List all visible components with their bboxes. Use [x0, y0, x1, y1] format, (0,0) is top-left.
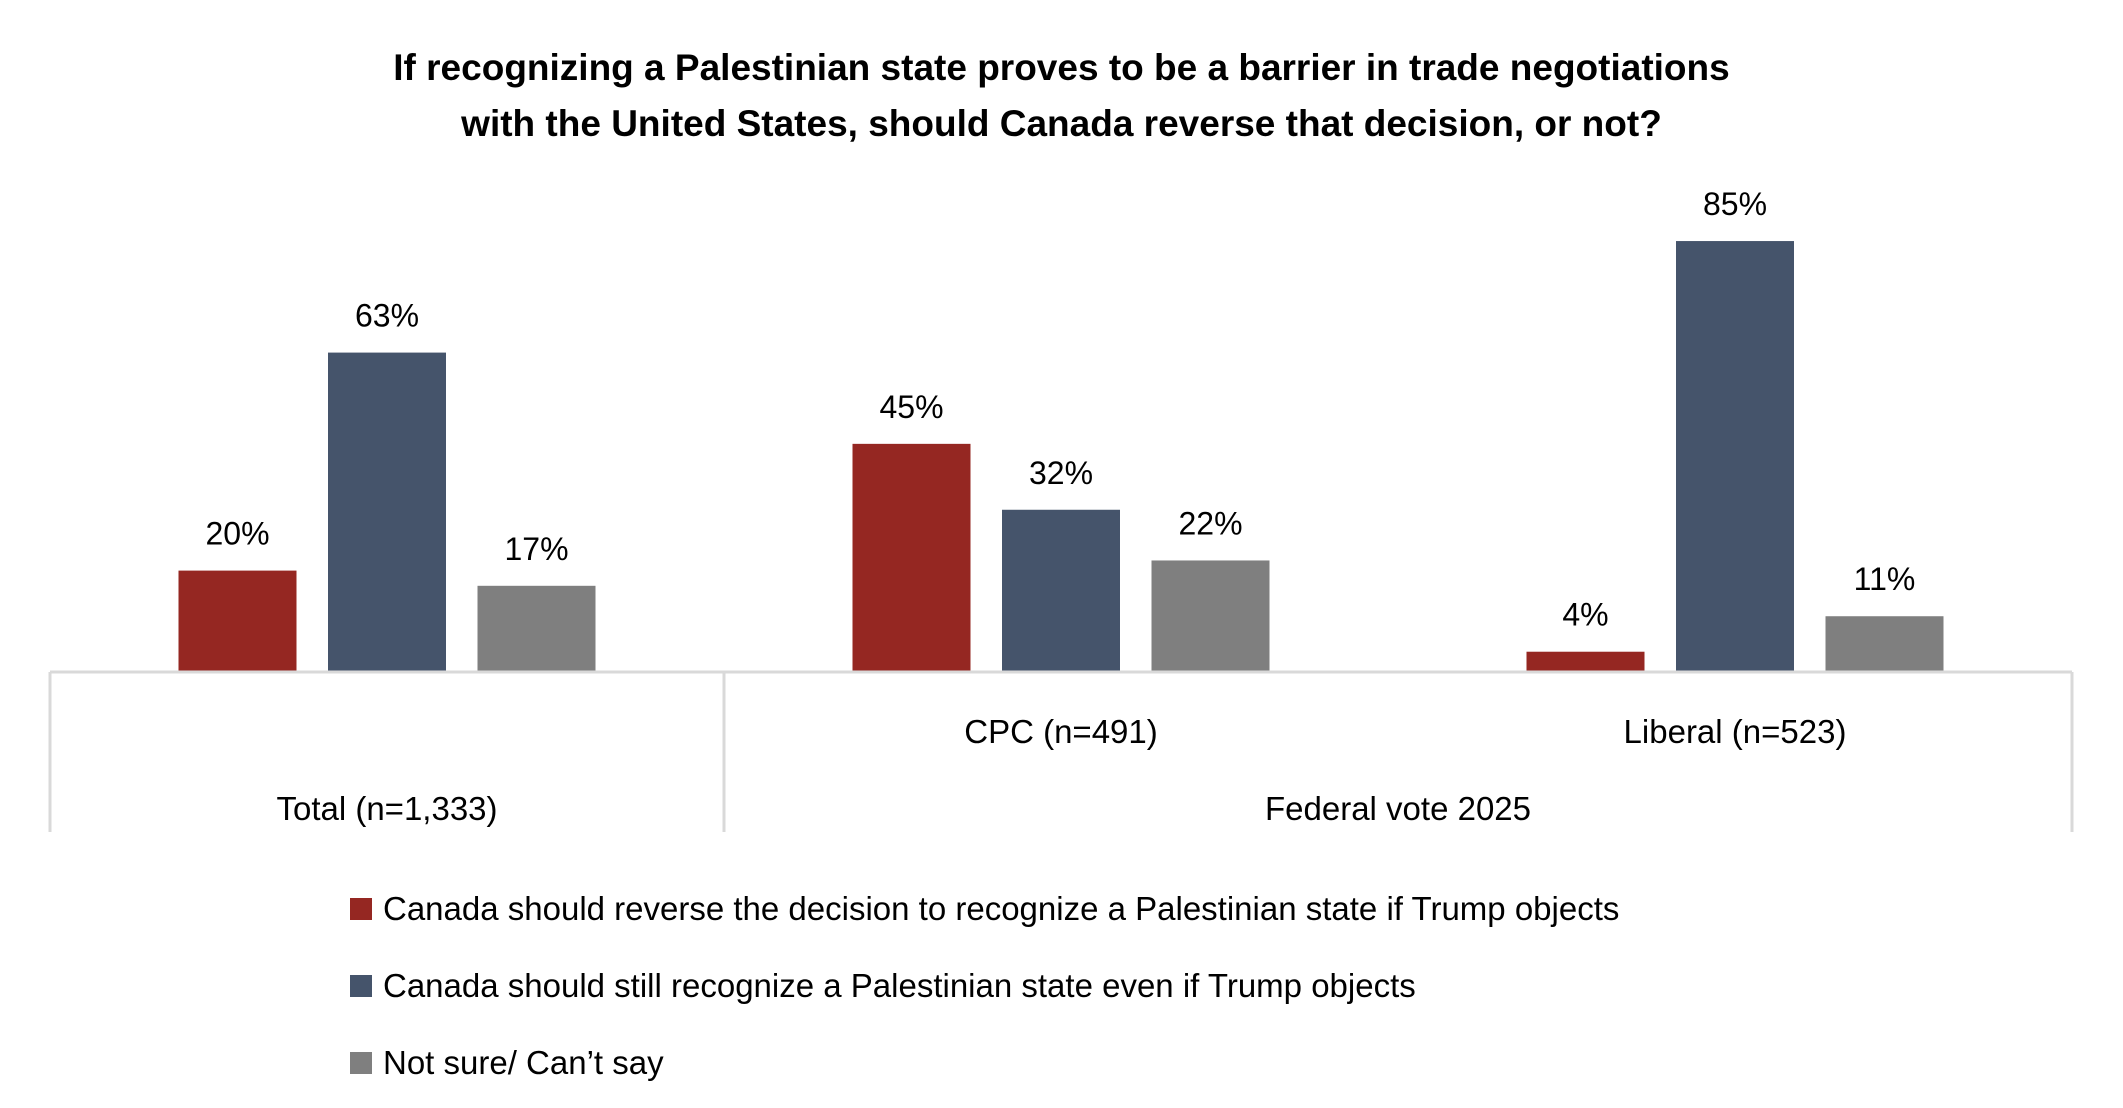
bar-liberal-not-sure — [1825, 616, 1944, 672]
legend-item-not-sure: Not sure/ Can’t say — [350, 1024, 1619, 1101]
chart-title-line-1: If recognizing a Palestinian state prove… — [393, 47, 1730, 88]
data-label-cpc-not-sure: 22% — [1178, 505, 1242, 541]
category-label-cpc: CPC (n=491) — [964, 713, 1158, 750]
data-label-liberal-still-recognize: 85% — [1703, 186, 1767, 222]
bar-total-reverse — [178, 570, 297, 672]
data-label-cpc-still-recognize: 32% — [1029, 455, 1093, 491]
category-label-total: Total (n=1,333) — [276, 790, 497, 827]
category-group-label-federal-vote: Federal vote 2025 — [1265, 790, 1531, 827]
chart-title-line-2: with the United States, should Canada re… — [461, 103, 1662, 144]
legend-label-still-recognize: Canada should still recognize a Palestin… — [383, 966, 1416, 1004]
bar-total-still-recognize — [328, 352, 446, 672]
legend-swatch-reverse — [350, 897, 372, 920]
bar-liberal-reverse — [1526, 651, 1645, 672]
data-label-liberal-not-sure: 11% — [1854, 561, 1916, 597]
chart-title: If recognizing a Palestinian state prove… — [0, 40, 2123, 152]
data-label-total-still-recognize: 63% — [355, 298, 419, 334]
legend-item-reverse: Canada should reverse the decision to re… — [350, 870, 1619, 947]
data-label-total-not-sure: 17% — [504, 531, 568, 567]
legend-swatch-still-recognize — [350, 974, 372, 997]
bar-cpc-still-recognize — [1002, 509, 1120, 672]
data-label-cpc-reverse: 45% — [879, 389, 943, 425]
legend-swatch-not-sure — [350, 1051, 372, 1074]
bar-liberal-still-recognize — [1676, 241, 1794, 673]
bar-cpc-reverse — [852, 443, 971, 672]
category-label-liberal: Liberal (n=523) — [1624, 713, 1847, 750]
data-label-total-reverse: 20% — [205, 516, 269, 552]
legend: Canada should reverse the decision to re… — [350, 870, 1619, 1101]
data-label-liberal-reverse: 4% — [1562, 597, 1608, 633]
legend-label-reverse: Canada should reverse the decision to re… — [383, 889, 1620, 927]
bar-cpc-not-sure — [1151, 560, 1270, 672]
bar-total-not-sure — [477, 585, 596, 672]
legend-item-still-recognize: Canada should still recognize a Palestin… — [350, 947, 1619, 1024]
legend-label-not-sure: Not sure/ Can’t say — [383, 1043, 664, 1081]
